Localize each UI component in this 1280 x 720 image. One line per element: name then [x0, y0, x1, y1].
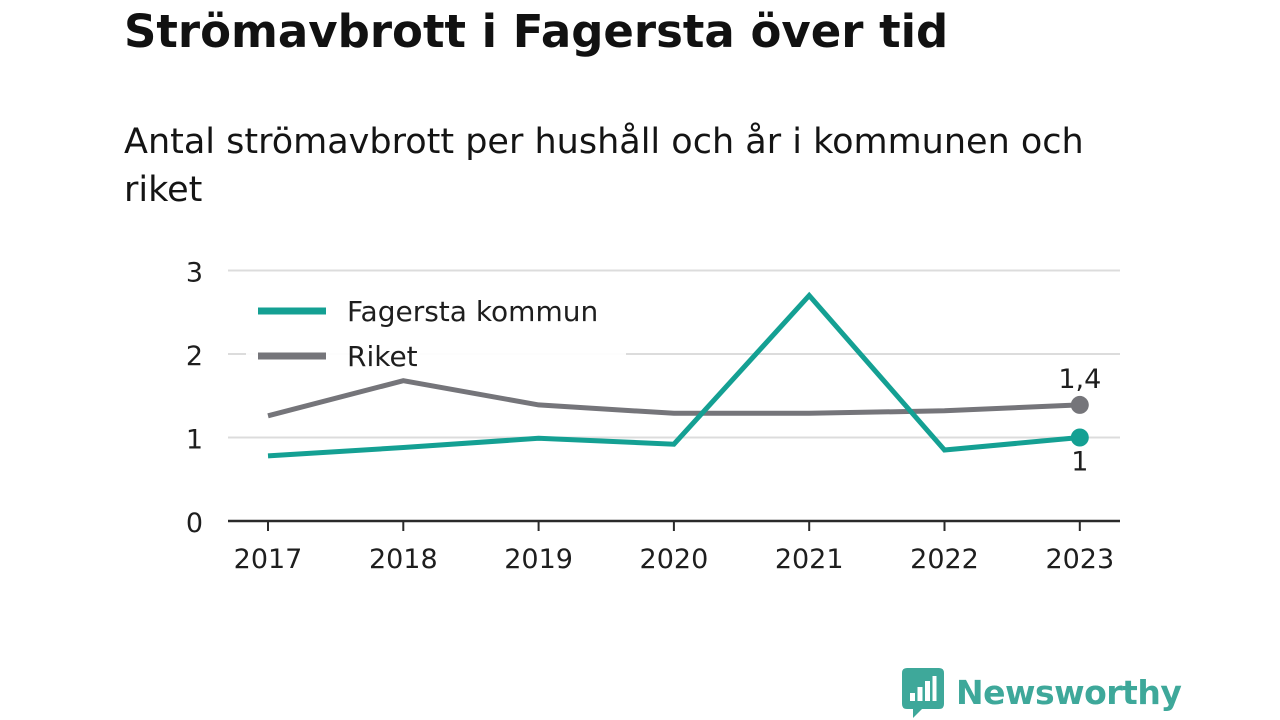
legend-label: Riket — [347, 340, 418, 373]
chart-title: Strömavbrott i Fagersta över tid — [124, 5, 949, 58]
x-tick-label: 2021 — [775, 544, 844, 575]
y-axis-ticks: 0 1 2 3 — [186, 258, 203, 540]
end-value-label: 1,4 — [1058, 364, 1101, 395]
newsworthy-bars-icon — [902, 668, 944, 718]
x-tick-label: 2020 — [640, 544, 709, 575]
end-value-label: 1 — [1071, 447, 1088, 478]
chart-subtitle: Antal strömavbrott per hushåll och år i … — [124, 122, 1084, 210]
y-tick-label: 0 — [186, 508, 203, 539]
series-line-riket — [267, 378, 1080, 419]
legend-label: Fagersta kommun — [347, 295, 598, 328]
y-tick-label: 2 — [186, 341, 203, 372]
series-lines — [267, 291, 1081, 459]
x-tick-label: 2023 — [1045, 544, 1114, 575]
end-markers: 11,4 — [1058, 364, 1101, 478]
end-marker — [1070, 428, 1089, 447]
newsworthy-brand: Newsworthy — [902, 668, 1182, 718]
x-axis: 2017 2018 2019 2020 2021 2022 2023 — [228, 519, 1120, 575]
end-marker — [1070, 395, 1089, 414]
x-tick-label: 2017 — [234, 544, 303, 575]
x-tick-label: 2019 — [504, 544, 573, 575]
x-tick-label: 2022 — [910, 544, 979, 575]
legend: Fagersta kommun Riket — [246, 289, 626, 374]
x-tick-label: 2018 — [369, 544, 438, 575]
series-line-fagersta — [267, 291, 1081, 459]
y-tick-label: 3 — [186, 258, 203, 289]
brand-name: Newsworthy — [956, 673, 1182, 712]
y-tick-label: 1 — [186, 425, 203, 456]
